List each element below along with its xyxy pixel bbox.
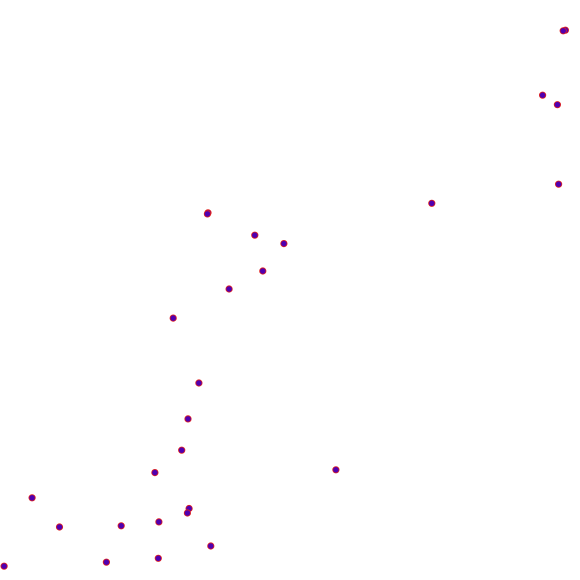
data-point — [55, 523, 64, 531]
data-point — [0, 562, 8, 570]
data-point — [117, 522, 125, 530]
data-point — [183, 509, 191, 517]
data-point — [225, 285, 233, 293]
data-point — [178, 446, 186, 454]
data-point — [559, 27, 567, 35]
data-point — [553, 101, 562, 109]
data-point — [184, 415, 192, 423]
data-point — [259, 267, 267, 275]
data-point — [102, 558, 111, 566]
data-point — [332, 466, 340, 474]
data-point — [155, 518, 163, 526]
data-point — [169, 314, 177, 322]
data-point — [538, 91, 547, 99]
data-point — [203, 210, 211, 218]
data-point — [195, 379, 203, 387]
data-point — [154, 554, 162, 562]
data-point — [207, 542, 215, 550]
points-layer — [0, 26, 570, 570]
data-point — [428, 199, 436, 207]
data-point — [151, 468, 159, 477]
data-point — [28, 494, 36, 502]
data-point — [251, 231, 259, 239]
data-point — [280, 240, 288, 248]
data-point — [554, 180, 563, 188]
